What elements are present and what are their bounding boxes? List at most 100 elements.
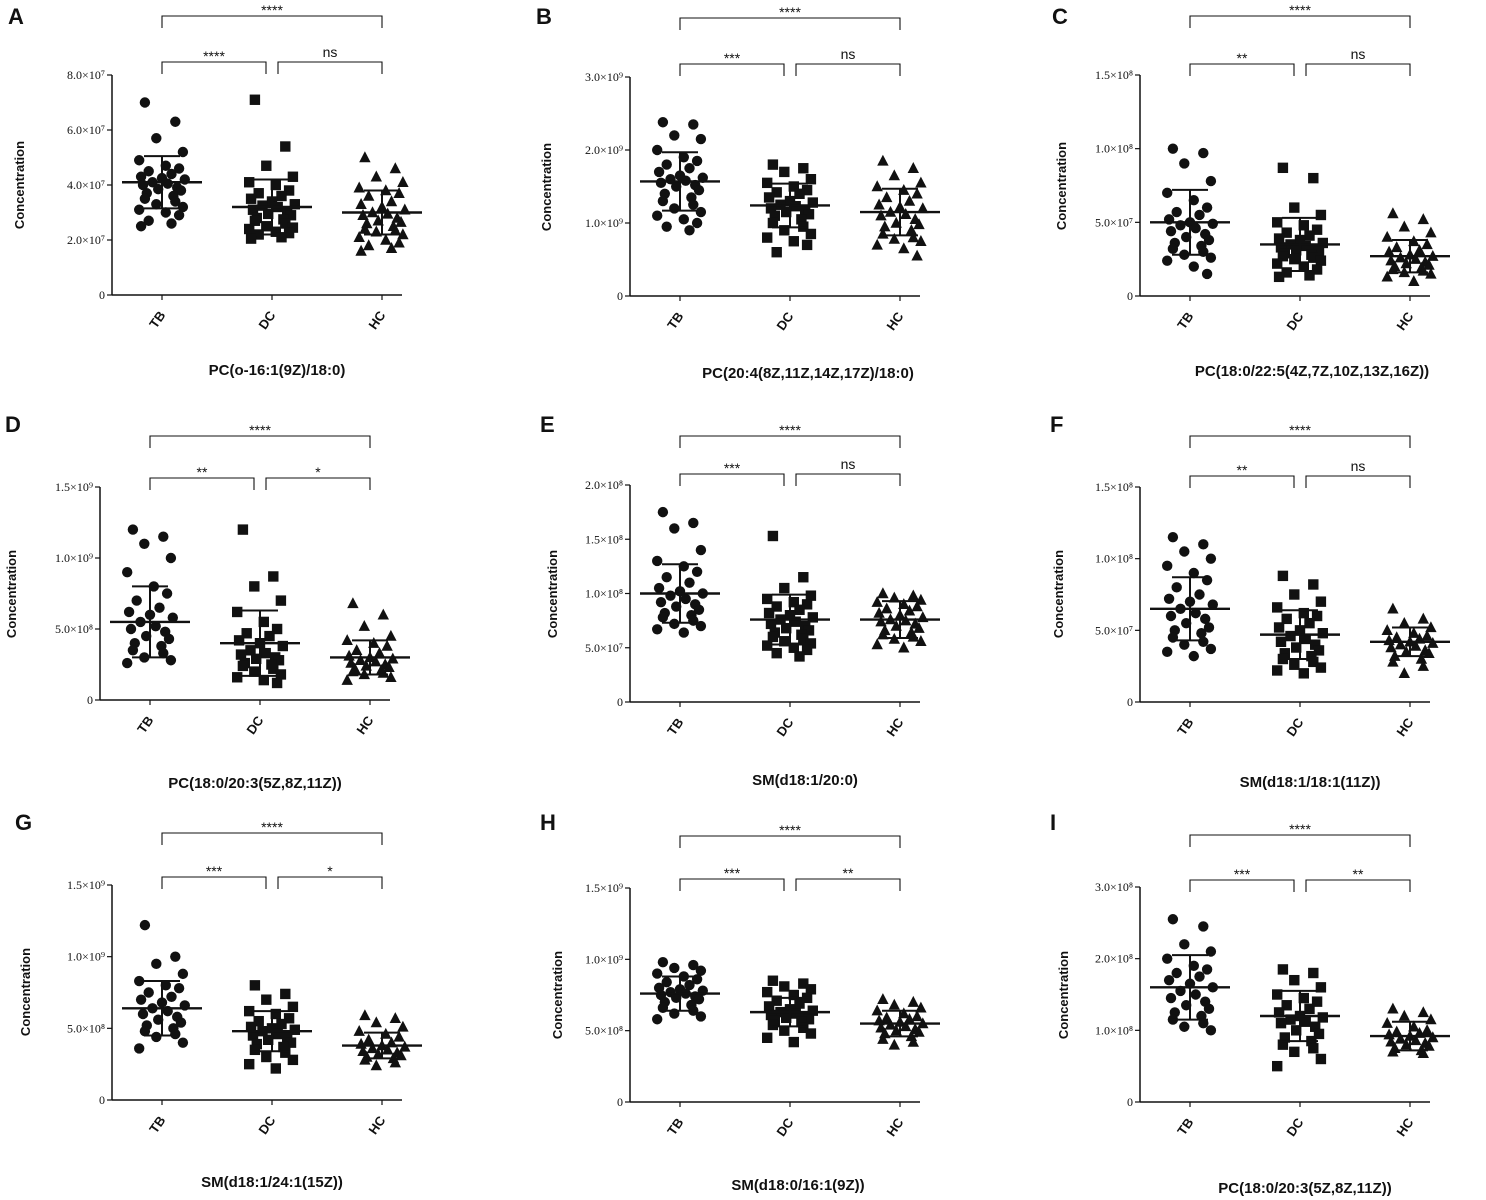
data-point-tb xyxy=(652,555,663,567)
data-point-dc xyxy=(767,631,779,643)
significance-bracket xyxy=(795,473,901,486)
data-point-hc xyxy=(341,634,353,646)
significance-bracket xyxy=(795,878,901,891)
data-point-hc xyxy=(915,635,927,646)
data-point-dc xyxy=(280,218,291,229)
data-point-dc xyxy=(763,192,775,203)
data-point-dc xyxy=(1273,271,1285,283)
data-point-dc xyxy=(1291,642,1302,653)
data-point-dc xyxy=(788,596,799,608)
data-point-tb xyxy=(661,572,672,583)
y-tick-label: 1.0×10⁸ xyxy=(1095,1023,1133,1037)
data-point-dc xyxy=(1308,579,1319,590)
panel-d: D 0 5.0×10⁸ 1.0×10⁹ 1.5×10⁹ TB DC HC Concentrati… xyxy=(4,412,410,792)
data-point-tb xyxy=(153,183,164,195)
data-point-dc xyxy=(1313,1028,1325,1040)
data-point-tb xyxy=(1205,643,1217,655)
data-point-dc xyxy=(1281,1000,1292,1011)
data-point-dc xyxy=(805,1028,817,1039)
significance-label: **** xyxy=(1289,821,1311,837)
data-point-dc xyxy=(1289,974,1300,986)
data-point-dc xyxy=(1281,613,1292,625)
data-point-tb xyxy=(688,199,699,210)
data-point-tb xyxy=(665,590,676,601)
data-point-tb xyxy=(173,210,185,221)
data-point-dc xyxy=(1308,967,1319,979)
data-point-tb xyxy=(1181,231,1192,243)
data-point-tb xyxy=(154,602,165,613)
data-point-hc xyxy=(385,671,397,682)
data-point-dc xyxy=(1304,617,1315,629)
significance-label: **** xyxy=(779,4,801,20)
chart-title: PC(20:4(8Z,11Z,14Z,17Z)/18:0) xyxy=(702,365,914,382)
data-point-hc xyxy=(1381,1016,1393,1028)
data-point-hc xyxy=(385,629,397,641)
y-tick-label: 5.0×10⁸ xyxy=(55,622,93,636)
data-point-hc xyxy=(1383,245,1395,257)
significance-label: **** xyxy=(249,422,271,438)
data-point-dc xyxy=(803,625,815,636)
data-point-tb xyxy=(657,195,669,207)
data-point-tb xyxy=(688,119,699,130)
data-point-tb xyxy=(678,627,689,638)
data-point-hc xyxy=(888,591,900,603)
data-point-dc xyxy=(798,572,809,583)
data-point-tb xyxy=(1201,964,1213,975)
data-point-dc xyxy=(1311,224,1323,235)
data-point-tb xyxy=(1179,158,1190,169)
data-point-dc xyxy=(798,1022,809,1034)
significance-label: ** xyxy=(1237,462,1248,478)
data-point-hc xyxy=(917,202,929,214)
data-point-tb xyxy=(163,633,175,645)
data-point-dc xyxy=(762,640,773,651)
data-point-dc xyxy=(781,623,792,634)
data-point-hc xyxy=(1398,616,1410,628)
data-point-dc xyxy=(807,1005,818,1016)
y-axis-title: Concentration xyxy=(550,951,565,1039)
panel-c: C 0 5.0×10⁷ 1.0×10⁸ 1.5×10⁸ TB DC HC Concentrati… xyxy=(1052,2,1450,380)
data-point-dc xyxy=(261,221,272,232)
data-point-tb xyxy=(1188,261,1200,272)
data-point-dc xyxy=(1281,227,1292,238)
data-point-dc xyxy=(762,593,773,605)
y-tick-label: 1.5×10⁹ xyxy=(67,878,105,892)
panel-letter: E xyxy=(540,412,555,437)
significance-bracket xyxy=(149,477,255,490)
data-point-dc xyxy=(796,1016,807,1028)
data-point-tb xyxy=(135,994,147,1005)
data-point-tb xyxy=(657,506,669,518)
data-point-hc xyxy=(359,222,371,234)
significance-bracket xyxy=(1305,475,1411,488)
data-point-hc xyxy=(871,180,883,192)
data-point-dc xyxy=(794,604,805,615)
data-point-tb xyxy=(671,181,682,192)
data-point-hc xyxy=(397,228,409,240)
data-point-dc xyxy=(1298,220,1309,231)
panel-letter: A xyxy=(8,4,24,29)
significance-bracket xyxy=(679,435,901,448)
data-point-dc xyxy=(767,217,779,229)
data-point-dc xyxy=(233,635,245,646)
x-tick-label-tb: TB xyxy=(146,308,168,331)
data-point-hc xyxy=(1423,1039,1435,1051)
data-point-hc xyxy=(380,233,392,245)
data-point-dc xyxy=(287,171,299,182)
data-point-dc xyxy=(275,669,287,680)
data-point-tb xyxy=(1162,560,1173,572)
data-point-hc xyxy=(888,232,900,244)
data-point-hc xyxy=(1421,1024,1433,1036)
data-point-dc xyxy=(798,633,809,645)
data-point-tb xyxy=(653,582,665,594)
data-point-tb xyxy=(1188,650,1200,662)
data-point-dc xyxy=(1304,230,1315,241)
data-point-dc xyxy=(270,179,281,191)
data-point-hc xyxy=(881,191,893,203)
panel-b: B 0 1.0×10⁹ 2.0×10⁹ 3.0×10⁹ TB DC HC Concentrati… xyxy=(536,4,940,382)
data-point-hc xyxy=(888,1038,900,1050)
data-point-tb xyxy=(1171,206,1182,218)
data-point-hc xyxy=(898,242,910,254)
significance-label: *** xyxy=(1234,866,1251,882)
data-point-dc xyxy=(268,663,279,674)
data-point-tb xyxy=(166,168,177,180)
data-point-tb xyxy=(139,193,151,204)
